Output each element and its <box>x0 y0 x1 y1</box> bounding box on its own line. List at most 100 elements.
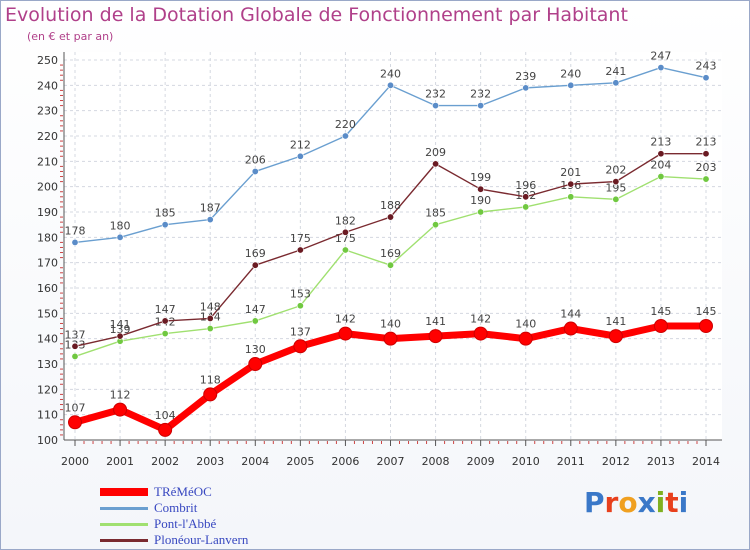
series-0-data-label: 130 <box>245 343 266 356</box>
series-1-data-label: 178 <box>65 224 86 237</box>
series-1-point <box>522 84 530 92</box>
series-1-data-label: 187 <box>200 202 221 215</box>
series-2-data-label: 175 <box>335 232 356 245</box>
series-3-point <box>206 314 214 322</box>
series-0-point <box>293 339 308 354</box>
series-0-point <box>518 331 533 346</box>
series-1-point <box>386 81 394 89</box>
legend-item: Plonéour-Lanvern <box>100 532 320 548</box>
series-0-data-label: 145 <box>650 305 671 318</box>
series-3-point <box>71 342 79 350</box>
series-2-point <box>341 246 349 254</box>
series-2-point <box>522 203 530 211</box>
logo-letter: t <box>665 486 679 519</box>
series-0-point <box>248 357 263 371</box>
series-0-data-label: 142 <box>335 313 356 326</box>
legend-label: Combrit <box>154 500 198 515</box>
series-1-point <box>657 64 665 72</box>
series-0-data-label: 104 <box>155 409 176 422</box>
x-tick-label: 2005 <box>286 455 314 468</box>
legend-swatch <box>100 507 148 510</box>
series-0-data-label: 112 <box>110 389 131 402</box>
legend-swatch <box>100 539 148 542</box>
series-2-data-label: 185 <box>425 207 446 220</box>
series-0-point <box>699 319 713 333</box>
series-3-point <box>567 180 575 188</box>
chart-title: Evolution de la Dotation Globale de Fonc… <box>5 4 628 26</box>
series-1-data-label: 220 <box>335 118 356 131</box>
series-1-point <box>477 102 485 110</box>
series-0-point <box>383 331 398 346</box>
chart-subtitle: (en € et par an) <box>27 30 114 43</box>
series-2-point <box>71 352 79 360</box>
x-tick-label: 2011 <box>557 455 585 468</box>
y-tick-label: 250 <box>37 54 58 67</box>
series-2-point <box>161 330 169 338</box>
series-1-data-label: 240 <box>380 67 401 80</box>
series-2-point <box>612 195 620 203</box>
series-3-point <box>341 228 349 236</box>
series-2-point <box>251 317 259 325</box>
series-0-data-label: 137 <box>290 325 311 338</box>
series-3-data-label: 169 <box>245 247 266 260</box>
series-2-data-label: 203 <box>696 161 717 174</box>
legend-label: Plonéour-Lanvern <box>154 532 249 547</box>
series-1-data-label: 185 <box>155 207 176 220</box>
series-0-point <box>608 329 623 344</box>
series-1-data-label: 232 <box>470 88 491 101</box>
legend-item: TRéMéOC <box>100 484 320 500</box>
legend-item: Combrit <box>100 500 320 516</box>
series-3-data-label: 141 <box>110 318 131 331</box>
series-1-point <box>71 238 79 246</box>
series-3-data-label: 201 <box>560 166 581 179</box>
series-3-data-label: 182 <box>335 214 356 227</box>
series-3-point <box>612 178 620 186</box>
legend-label: TRéMéOC <box>154 484 212 499</box>
series-1-data-label: 239 <box>515 70 536 83</box>
series-3-data-label: 209 <box>425 146 446 159</box>
series-0-point <box>563 321 578 336</box>
series-3-data-label: 196 <box>515 179 536 192</box>
series-1-point <box>251 167 259 175</box>
series-3-data-label: 147 <box>155 303 176 316</box>
series-3-point <box>702 150 710 158</box>
logo-letter: r <box>604 486 619 519</box>
plot-area <box>64 52 722 440</box>
series-2-data-label: 147 <box>245 303 266 316</box>
series-1-data-label: 232 <box>425 88 446 101</box>
series-1-data-label: 212 <box>290 138 311 151</box>
x-tick-label: 2001 <box>106 455 134 468</box>
series-1-point <box>161 221 169 229</box>
series-1-point <box>567 81 575 89</box>
series-2-point <box>477 208 485 216</box>
series-3-point <box>116 332 124 340</box>
x-tick-label: 2004 <box>241 455 269 468</box>
series-3-data-label: 148 <box>200 300 221 313</box>
series-3-point <box>251 261 259 269</box>
series-1-data-label: 206 <box>245 153 266 166</box>
series-0-point <box>158 422 173 437</box>
series-1-point <box>296 152 304 160</box>
x-tick-label: 2014 <box>692 455 720 468</box>
series-2-point <box>657 173 665 181</box>
series-3-point <box>432 160 440 168</box>
series-2-point <box>702 175 710 183</box>
series-0-point <box>428 329 443 344</box>
legend-swatch <box>100 488 148 496</box>
y-tick-label: 200 <box>37 181 58 194</box>
series-1-point <box>612 79 620 87</box>
series-3-data-label: 188 <box>380 199 401 212</box>
x-tick-label: 2007 <box>377 455 405 468</box>
series-2-point <box>567 193 575 201</box>
series-0-data-label: 141 <box>605 315 626 328</box>
series-2-point <box>386 261 394 269</box>
series-3-data-label: 213 <box>696 136 717 149</box>
logo-letter: i <box>655 486 666 519</box>
y-tick-label: 100 <box>37 434 58 447</box>
series-1-point <box>341 132 349 140</box>
logo-letter: P <box>584 486 605 519</box>
x-tick-label: 2013 <box>647 455 675 468</box>
series-1-point <box>432 102 440 110</box>
series-1-data-label: 247 <box>650 50 671 63</box>
